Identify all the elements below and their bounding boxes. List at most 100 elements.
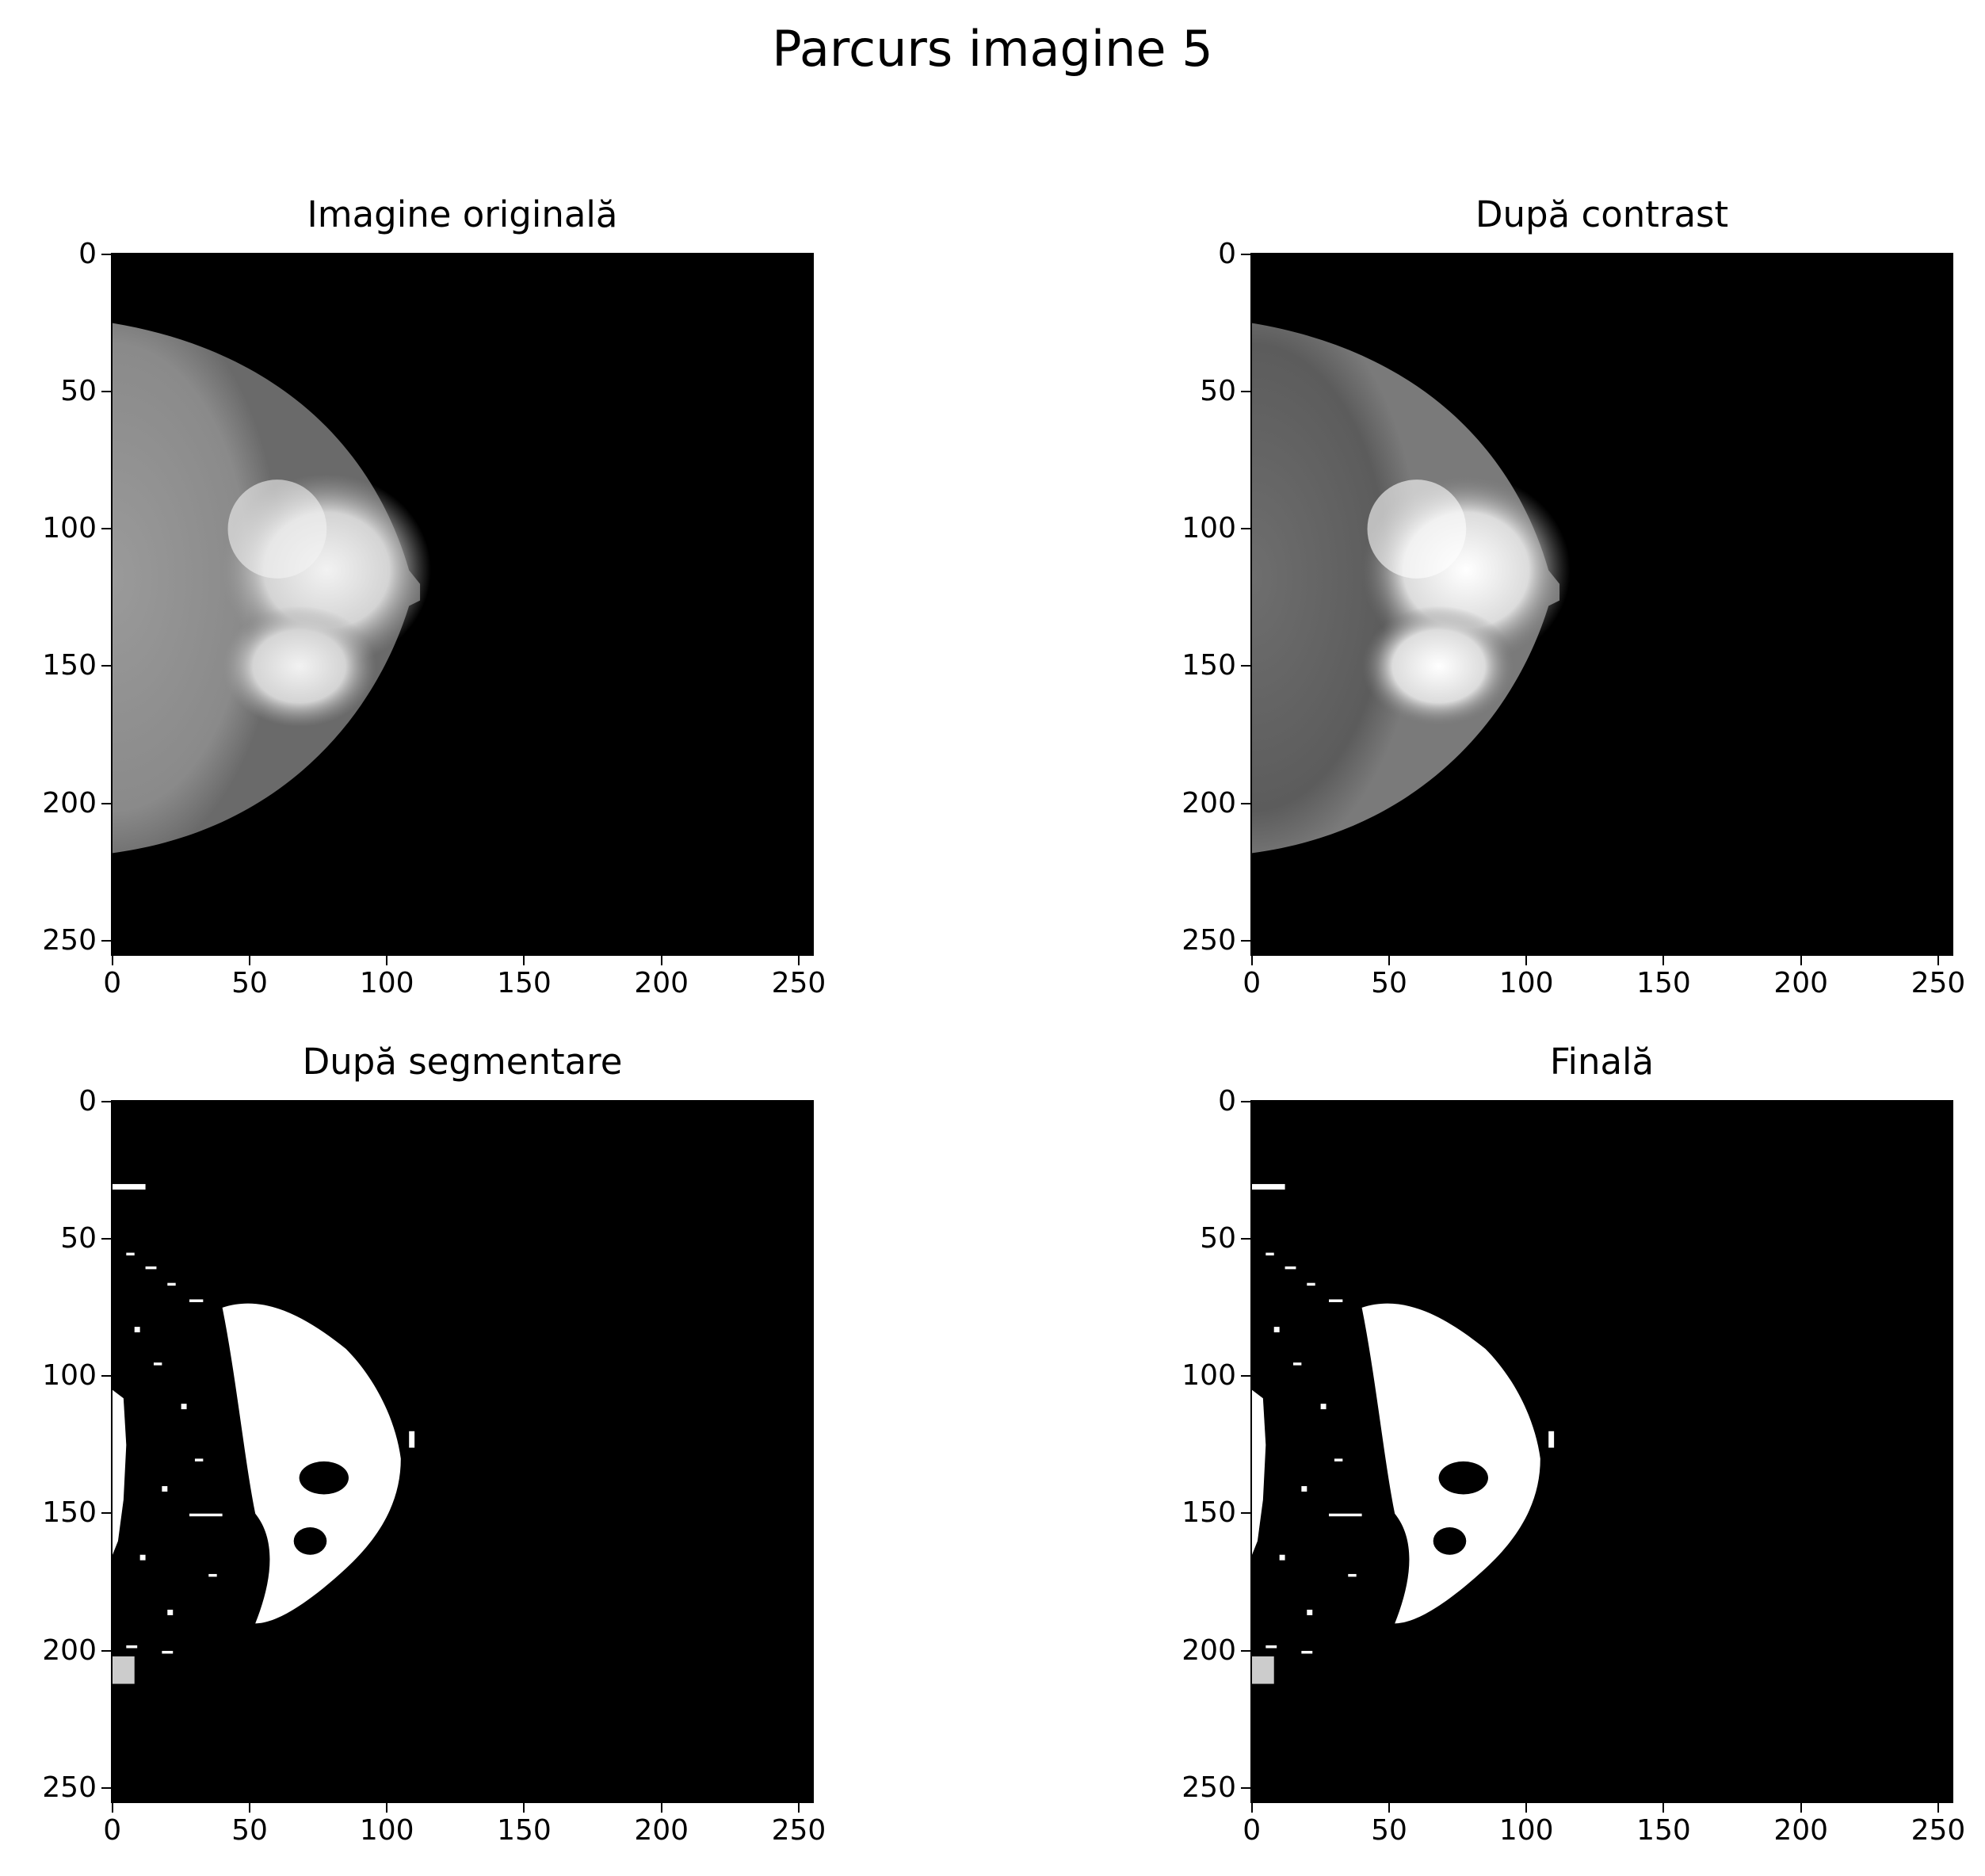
figure-title: Parcurs imagine 5 <box>772 20 1213 78</box>
y-tick <box>1241 1375 1250 1377</box>
x-tick <box>386 956 388 965</box>
y-tick-label: 150 <box>1181 649 1236 682</box>
y-tick <box>101 665 111 667</box>
x-tick-label: 250 <box>771 1814 826 1847</box>
panel-title: După contrast <box>1475 193 1729 235</box>
panel-title: După segmentare <box>302 1041 623 1083</box>
y-tick <box>1241 528 1250 530</box>
x-tick <box>660 1803 662 1813</box>
y-tick <box>1241 1786 1250 1789</box>
x-tick-label: 250 <box>1911 1814 1966 1847</box>
y-tick <box>101 253 111 255</box>
y-tick-label: 150 <box>42 649 97 682</box>
y-tick <box>1241 939 1250 942</box>
panel-segmentation: După segmentare 0 0 50 50 100 100 15 <box>42 1041 826 1847</box>
y-tick <box>1241 665 1250 667</box>
y-tick <box>101 1649 111 1652</box>
x-tick <box>1662 1803 1665 1813</box>
x-tick <box>1800 1803 1802 1813</box>
x-tick-label: 200 <box>634 1814 689 1847</box>
x-tick <box>386 1803 388 1813</box>
x-tick <box>248 1803 250 1813</box>
x-tick-label: 50 <box>1371 1814 1407 1847</box>
y-tick-label: 50 <box>60 374 97 407</box>
y-tick <box>1241 1100 1250 1102</box>
mask-image <box>1252 1183 1555 1684</box>
x-tick <box>797 956 800 965</box>
x-tick-label: 100 <box>1498 1814 1554 1847</box>
y-tick <box>1241 253 1250 255</box>
y-tick <box>1241 802 1250 804</box>
x-tick-label: 100 <box>359 967 414 999</box>
x-tick <box>1800 956 1802 965</box>
x-tick-label: 50 <box>231 1814 268 1847</box>
y-tick-label: 0 <box>1218 1084 1236 1118</box>
image-segmentation <box>111 1100 814 1803</box>
y-tick-label: 50 <box>1200 1221 1236 1255</box>
x-tick <box>1937 1803 1939 1813</box>
x-tick-label: 200 <box>1773 967 1829 999</box>
x-tick-label: 150 <box>1636 1814 1691 1847</box>
y-tick-label: 100 <box>42 512 97 545</box>
x-tick <box>111 956 113 965</box>
y-tick-label: 200 <box>42 786 97 820</box>
x-tick-label: 50 <box>231 967 268 999</box>
y-tick <box>101 1375 111 1377</box>
x-tick <box>1937 956 1939 965</box>
y-tick <box>1241 1649 1250 1652</box>
x-tick-label: 250 <box>1911 967 1966 999</box>
y-tick-label: 250 <box>1181 1771 1236 1804</box>
x-tick-label: 200 <box>634 967 689 999</box>
panel-final: Finală 0 0 50 50 100 100 150 150 200 20 <box>1181 1041 1965 1847</box>
y-tick-label: 200 <box>1181 1633 1236 1667</box>
y-tick-label: 150 <box>42 1496 97 1530</box>
x-tick <box>1388 956 1390 965</box>
y-tick-label: 200 <box>42 1633 97 1667</box>
x-tick-label: 50 <box>1371 967 1407 999</box>
mask-image <box>113 1183 415 1684</box>
x-tick-label: 200 <box>1773 1814 1829 1847</box>
x-tick <box>523 956 525 965</box>
x-tick <box>1388 1803 1390 1813</box>
image-contrast <box>1250 253 1953 956</box>
y-tick <box>101 1512 111 1515</box>
y-tick-label: 0 <box>78 237 97 270</box>
x-tick <box>1525 1803 1528 1813</box>
x-tick-label: 150 <box>1636 967 1691 999</box>
x-tick-label: 250 <box>771 967 826 999</box>
y-tick <box>1241 1237 1250 1240</box>
panel-title: Finală <box>1549 1041 1655 1083</box>
x-tick <box>111 1803 113 1813</box>
y-tick-label: 150 <box>1181 1496 1236 1530</box>
panel-title: Imagine originală <box>307 193 618 235</box>
y-tick-label: 250 <box>42 923 97 957</box>
x-tick <box>1662 956 1665 965</box>
y-tick <box>101 528 111 530</box>
x-tick <box>660 956 662 965</box>
y-tick <box>101 390 111 392</box>
y-tick-label: 0 <box>1218 237 1236 270</box>
x-tick-label: 150 <box>497 1814 552 1847</box>
y-tick <box>1241 390 1250 392</box>
x-tick-label: 100 <box>1498 967 1554 999</box>
mammogram-image <box>113 323 431 854</box>
x-tick-label: 0 <box>1243 1814 1262 1847</box>
y-tick <box>101 1786 111 1789</box>
image-original <box>111 253 814 956</box>
y-tick-label: 100 <box>1181 1359 1236 1393</box>
x-tick-label: 100 <box>359 1814 414 1847</box>
y-tick <box>101 1100 111 1102</box>
y-tick-label: 250 <box>1181 923 1236 957</box>
x-tick <box>1525 956 1528 965</box>
x-tick-label: 0 <box>1243 967 1262 999</box>
y-tick-label: 250 <box>42 1771 97 1804</box>
y-tick-label: 0 <box>78 1084 97 1118</box>
y-tick <box>101 802 111 804</box>
panel-contrast: După contrast 0 0 50 50 100 100 150 150 200 200 25 <box>1181 193 1965 999</box>
panel-original: Imagine originală 0 0 50 50 100 100 150 150 200 2 <box>42 193 826 999</box>
y-tick <box>101 939 111 942</box>
x-tick <box>797 1803 800 1813</box>
y-tick <box>101 1237 111 1240</box>
y-tick-label: 100 <box>42 1359 97 1393</box>
y-tick-label: 50 <box>60 1221 97 1255</box>
